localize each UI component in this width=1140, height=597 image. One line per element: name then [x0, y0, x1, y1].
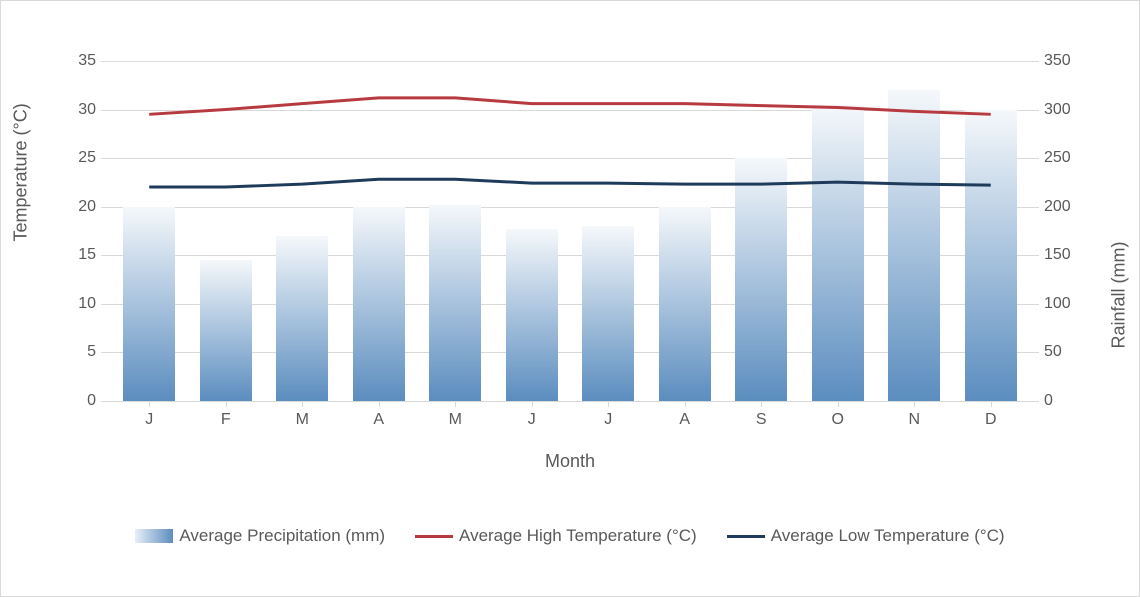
x-tick: S	[735, 401, 787, 441]
legend-label: Average High Temperature (°C)	[459, 526, 697, 546]
legend: Average Precipitation (mm) Average High T…	[1, 526, 1139, 546]
x-tick: A	[659, 401, 711, 441]
y-tick-right: 350	[1044, 52, 1079, 70]
y-tick-right: 300	[1044, 101, 1079, 119]
bar-A	[659, 207, 711, 401]
bar-F	[200, 260, 252, 401]
y-tick-right: 100	[1044, 295, 1079, 313]
y-axis-right: 050100150200250300350	[1044, 61, 1079, 401]
y-label-left: Temperature (°C)	[11, 103, 32, 241]
legend-swatch-line	[727, 535, 765, 538]
plot-area	[101, 61, 1039, 401]
bar-S	[735, 158, 787, 401]
x-tick: J	[506, 401, 558, 441]
legend-swatch-line	[415, 535, 453, 538]
x-tick: J	[123, 401, 175, 441]
bar-J	[123, 207, 175, 401]
y-tick-right: 250	[1044, 149, 1079, 167]
bar-N	[888, 90, 940, 401]
x-tick: M	[429, 401, 481, 441]
x-tick: N	[888, 401, 940, 441]
legend-item: Average Low Temperature (°C)	[727, 526, 1005, 546]
bar-O	[812, 105, 864, 401]
legend-item: Average Precipitation (mm)	[135, 526, 385, 546]
y-tick-left: 10	[61, 295, 96, 313]
bar-J	[582, 226, 634, 401]
x-tick: M	[276, 401, 328, 441]
y-tick-left: 35	[61, 52, 96, 70]
bar-M	[276, 236, 328, 401]
y-axis-left: 05101520253035	[61, 61, 96, 401]
bar-J	[506, 229, 558, 401]
climate-chart: 05101520253035 050100150200250300350 JFM…	[0, 0, 1140, 597]
x-axis: JFMAMJJASOND	[101, 401, 1039, 441]
y-tick-right: 0	[1044, 392, 1079, 410]
y-tick-right: 200	[1044, 198, 1079, 216]
legend-swatch-bar	[135, 529, 173, 543]
x-tick: A	[353, 401, 405, 441]
legend-item: Average High Temperature (°C)	[415, 526, 697, 546]
y-tick-left: 20	[61, 198, 96, 216]
x-tick: D	[965, 401, 1017, 441]
x-tick: O	[812, 401, 864, 441]
bar-M	[429, 205, 481, 401]
y-tick-left: 30	[61, 101, 96, 119]
legend-label: Average Precipitation (mm)	[179, 526, 385, 546]
legend-label: Average Low Temperature (°C)	[771, 526, 1005, 546]
y-tick-left: 5	[61, 343, 96, 361]
y-label-right: Rainfall (mm)	[1109, 242, 1130, 349]
y-tick-left: 0	[61, 392, 96, 410]
y-tick-right: 150	[1044, 246, 1079, 264]
x-axis-label: Month	[1, 451, 1139, 472]
bar-D	[965, 110, 1017, 401]
bar-A	[353, 207, 405, 401]
y-tick-right: 50	[1044, 343, 1079, 361]
x-tick: F	[200, 401, 252, 441]
x-tick: J	[582, 401, 634, 441]
y-tick-left: 25	[61, 149, 96, 167]
bars	[101, 61, 1039, 401]
y-tick-left: 15	[61, 246, 96, 264]
